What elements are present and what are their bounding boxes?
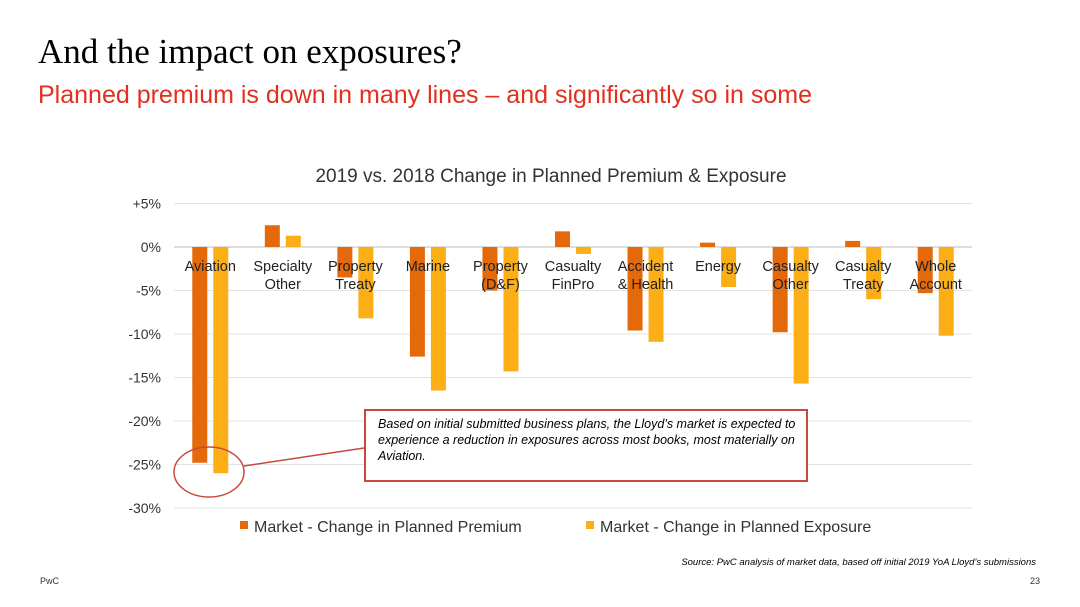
exposure-bar [503,247,519,372]
premium-bar [772,247,788,333]
category-label: Account [910,277,962,293]
page-number: 23 [1029,576,1040,586]
category-label: Treaty [843,277,884,293]
y-tick-label: -15% [128,370,161,386]
premium-bar [264,225,280,247]
category-label: Energy [695,259,742,275]
category-label: FinPro [552,277,595,293]
exposure-bar [430,247,446,391]
premium-bar [700,242,716,247]
callout-box: Based on initial submitted business plan… [364,409,808,482]
legend-swatch-exposure [586,521,594,529]
category-label: Casualty [545,259,602,275]
exposure-bar [213,247,229,474]
premium-bar [337,247,353,278]
premium-bar [627,247,643,331]
premium-bar [555,231,570,247]
y-tick-label: +5% [133,196,161,212]
category-label: Casualty [762,259,819,275]
premium-bar [482,247,498,291]
category-label: Property [473,259,529,275]
category-label: Specialty [253,259,313,275]
exposure-bar [576,247,591,254]
premium-bar [917,247,933,294]
category-label: Other [265,277,301,293]
category-label: Aviation [185,259,236,275]
exposure-bar [938,247,954,336]
y-tick-label: -20% [128,413,161,429]
legend-label-premium: Market - Change in Planned Premium [254,519,522,536]
category-label: Property [328,259,384,275]
premium-bar [192,247,208,463]
exposure-bar [358,247,374,319]
y-tick-label: 0% [141,239,161,255]
chart-title: 2019 vs. 2018 Change in Planned Premium … [315,166,786,187]
y-tick-label: -10% [128,326,161,342]
slide-title: And the impact on exposures? [38,32,462,71]
premium-bar [845,240,861,247]
category-label: Treaty [335,277,376,293]
exposure-bar [866,247,882,300]
exposure-bar [648,247,664,342]
slide-subtitle: Planned premium is down in many lines – … [38,81,812,109]
premium-bar [409,247,425,357]
category-label: Marine [406,259,450,275]
legend-swatch-premium [240,521,248,529]
category-label: Casualty [835,259,892,275]
exposure-bar [285,235,301,247]
y-tick-label: -30% [128,500,161,516]
footer-brand: PwC [40,576,60,586]
category-label: & Health [618,277,674,293]
category-label: Accident [618,259,674,275]
exposure-bar [793,247,809,384]
y-tick-label: -5% [136,283,161,299]
category-label: Whole [915,259,956,275]
exposure-bar [721,247,737,288]
category-label: (D&F) [481,277,520,293]
category-label: Other [773,277,809,293]
source-note: Source: PwC analysis of market data, bas… [681,557,1036,568]
legend-label-exposure: Market - Change in Planned Exposure [600,519,871,536]
y-tick-label: -25% [128,457,161,473]
